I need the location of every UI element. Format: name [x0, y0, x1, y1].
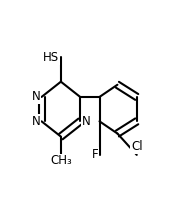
Text: Cl: Cl: [131, 140, 143, 153]
Text: HS: HS: [43, 51, 59, 64]
Text: CH₃: CH₃: [50, 154, 72, 168]
Text: F: F: [91, 148, 98, 161]
Text: N: N: [32, 115, 40, 128]
Text: N: N: [82, 115, 90, 128]
Text: N: N: [32, 90, 40, 103]
